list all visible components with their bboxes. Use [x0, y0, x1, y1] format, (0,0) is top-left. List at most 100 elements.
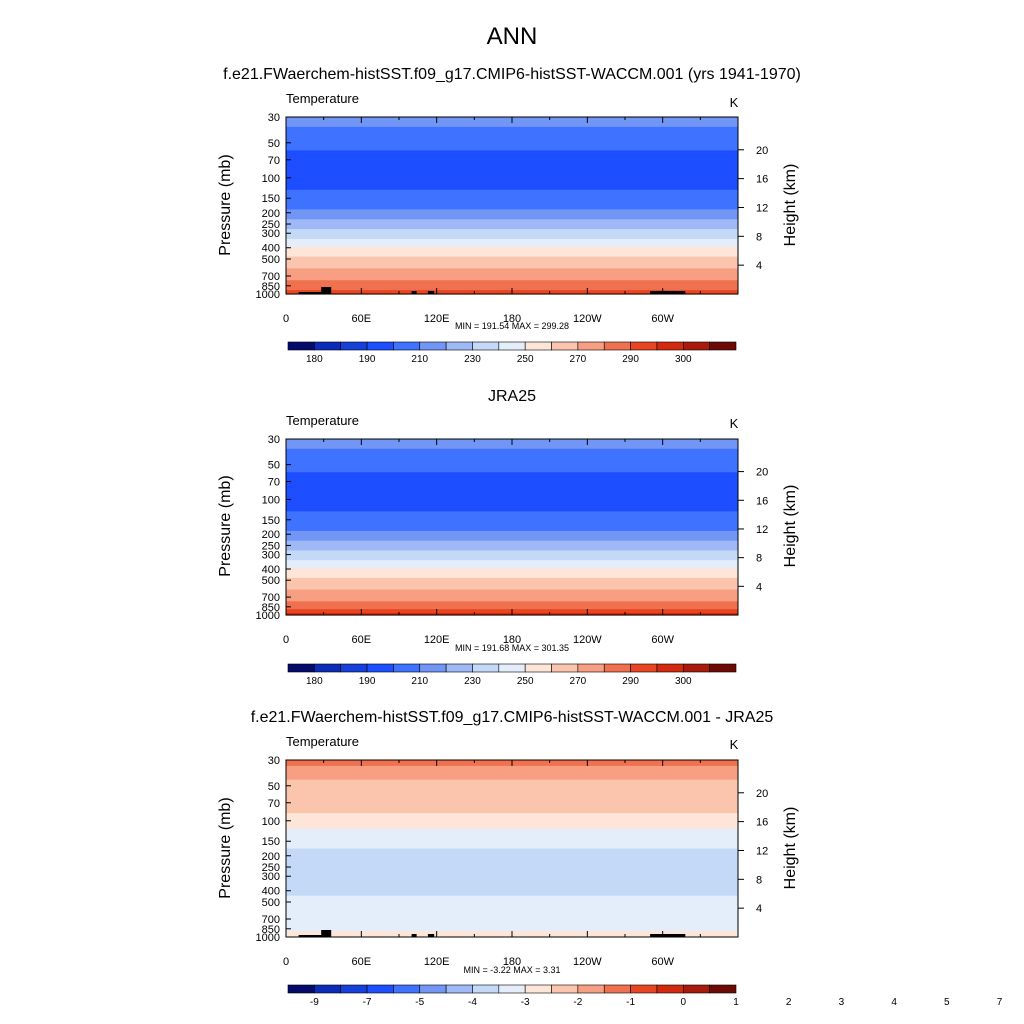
contour-band	[286, 765, 738, 769]
contour-band	[286, 503, 738, 507]
contour-band	[286, 470, 738, 473]
contour-band	[286, 927, 738, 930]
y-tick-label: 500	[262, 575, 280, 587]
y-tick-label: 50	[268, 781, 280, 793]
contour-band	[286, 769, 738, 773]
colorbar-swatch	[393, 341, 421, 351]
colorbar-label: 230	[464, 676, 481, 687]
colorbar-swatch	[472, 341, 500, 351]
y-tick-label: 850	[262, 281, 280, 293]
height-tick-label: 12	[756, 202, 768, 214]
contour-band	[286, 213, 738, 216]
y-tick-label: 50	[268, 460, 280, 472]
colorbar-swatch	[314, 663, 342, 673]
contour-band	[286, 478, 738, 481]
colorbar-label: -5	[415, 997, 424, 1008]
contour-band	[286, 544, 738, 548]
contour-band	[286, 901, 738, 905]
y-tick-label: 700	[262, 914, 280, 926]
contour-band	[286, 140, 738, 144]
colorbar-label: 3	[839, 997, 845, 1008]
contour-band	[286, 548, 738, 552]
contour-band	[286, 840, 738, 844]
y-tick-label: 150	[262, 515, 280, 527]
contour-band	[286, 199, 738, 203]
y-tick-label: 100	[262, 173, 280, 185]
colorbar-label: 230	[464, 354, 481, 365]
contour-band	[286, 203, 738, 207]
contour-band	[286, 856, 738, 859]
contour-band	[286, 813, 738, 816]
contour-band	[286, 144, 738, 148]
colorbar-swatch	[287, 984, 315, 994]
contour-band	[286, 444, 738, 448]
contour-band	[286, 599, 738, 602]
height-tick-label: 4	[756, 581, 762, 593]
contour-band	[286, 783, 738, 787]
y-axis-label-height: Height (km)	[782, 164, 799, 247]
contour-band	[286, 195, 738, 199]
contour-band	[286, 897, 738, 901]
contour-band	[286, 775, 738, 779]
panel-title: f.e21.FWaerchem-histSST.f09_g17.CMIP6-hi…	[251, 709, 774, 726]
colorbar-swatch	[366, 984, 394, 994]
colorbar-label: 180	[306, 354, 323, 365]
colorbar-swatch	[472, 663, 500, 673]
contour-band	[286, 231, 738, 234]
y-tick-label: 200	[262, 529, 280, 541]
contour-band	[286, 480, 738, 483]
contour-band	[286, 148, 738, 152]
y-tick-label: 500	[262, 254, 280, 266]
colorbar-swatch	[524, 341, 552, 351]
topography-mask	[650, 291, 686, 294]
y-tick-label: 300	[262, 871, 280, 883]
colorbar-swatch	[366, 341, 394, 351]
contour-band	[286, 591, 738, 595]
contour-band	[286, 581, 738, 585]
contour-band	[286, 260, 738, 264]
contour-band	[286, 819, 738, 822]
y-tick-label: 30	[268, 755, 280, 767]
x-tick-label: 60E	[352, 956, 372, 968]
contour-band	[286, 891, 738, 895]
colorbar-swatch	[445, 663, 473, 673]
contour-band	[286, 162, 738, 165]
colorbar-swatch	[498, 341, 526, 351]
topography-mask	[427, 934, 435, 937]
contour-band	[286, 154, 738, 157]
contour-band	[286, 205, 738, 209]
y-tick-label: 200	[262, 851, 280, 863]
contour-band	[286, 495, 738, 499]
contour-band	[286, 860, 738, 863]
colorbar-label: 7	[997, 997, 1003, 1008]
contour-band	[286, 550, 738, 554]
contour-band	[286, 575, 738, 579]
contour-band	[286, 830, 738, 834]
contour-band	[286, 181, 738, 185]
contour-band	[286, 209, 738, 212]
contour-band	[286, 846, 738, 850]
height-tick-label: 4	[756, 260, 762, 272]
contour-band	[286, 523, 738, 526]
colorbar-label: -9	[310, 997, 319, 1008]
topography-mask	[650, 934, 686, 937]
colorbar-swatch	[709, 341, 737, 351]
y-tick-label: 30	[268, 112, 280, 124]
contour-band	[286, 817, 738, 820]
contour-band	[286, 517, 738, 520]
height-tick-label: 12	[756, 524, 768, 536]
colorbar-swatch	[630, 984, 658, 994]
contour-band	[286, 583, 738, 587]
y-tick-label: 100	[262, 494, 280, 506]
colorbar: 180 190 210 230 250 270 290 300	[287, 341, 737, 365]
contour-band	[286, 211, 738, 214]
contour-band	[286, 166, 738, 169]
contour-band	[286, 505, 738, 509]
contour-band	[286, 870, 738, 873]
contour-band	[286, 217, 738, 220]
contour-band	[286, 795, 738, 798]
contour-band	[286, 158, 738, 161]
y-tick-label: 70	[268, 477, 280, 489]
y-tick-label: 100	[262, 816, 280, 828]
colorbar-swatch	[656, 663, 684, 673]
